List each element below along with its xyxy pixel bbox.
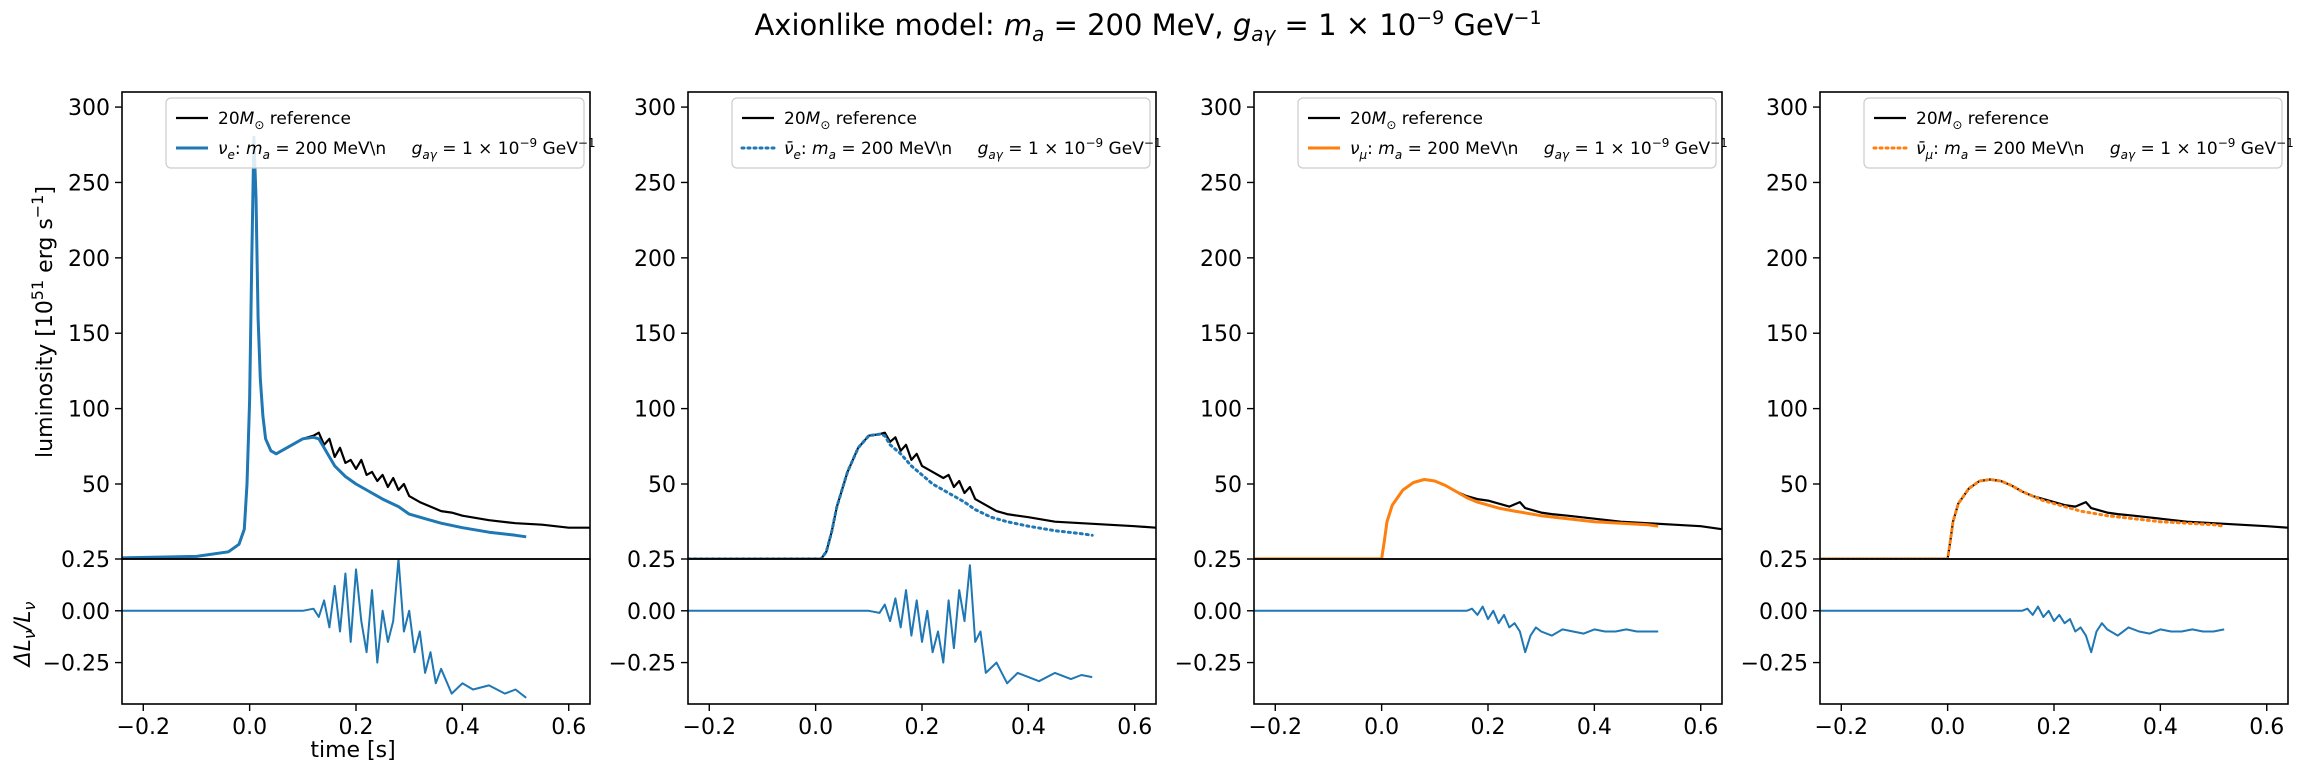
x-tick-label: 0.2 bbox=[1471, 715, 1506, 740]
legend-label-model: ν̄e: ma = 200 MeV\n gaγ = 1 × 10−9 GeV−1 bbox=[784, 136, 1162, 162]
y-tick-label: 150 bbox=[1200, 322, 1242, 347]
y-axis-label-luminosity: luminosity [1051 erg s−1] bbox=[28, 186, 58, 458]
series-line-reference bbox=[688, 431, 1156, 559]
series-line-model bbox=[122, 135, 527, 559]
series-line-reference bbox=[1254, 478, 1722, 559]
x-tick-label: 0.6 bbox=[1117, 715, 1152, 740]
y-tick-label: −0.25 bbox=[609, 652, 676, 677]
x-tick-label: 0.2 bbox=[905, 715, 940, 740]
y-tick-label: 250 bbox=[68, 171, 110, 196]
x-tick-label: −0.2 bbox=[1815, 715, 1868, 740]
y-tick-label: 0.25 bbox=[1193, 548, 1242, 573]
legend: 20M⊙ reference ν̄e: ma = 200 MeV\n gaγ = … bbox=[731, 97, 1162, 169]
legend-label-reference: 20M⊙ reference bbox=[1916, 109, 2049, 132]
residual-line bbox=[688, 564, 1093, 685]
x-tick-label: 0.4 bbox=[1577, 715, 1612, 740]
legend-box bbox=[165, 97, 585, 169]
legend: 20M⊙ reference νμ: ma = 200 MeV\n gaγ = 1… bbox=[1297, 97, 1728, 169]
y-tick-label: 0.00 bbox=[1193, 600, 1242, 625]
figure-title: Axionlike model: ma = 200 MeV, gaγ = 1 ×… bbox=[754, 7, 1541, 46]
y-tick-label: 200 bbox=[1200, 247, 1242, 272]
x-tick-label: 0.6 bbox=[2249, 715, 2284, 740]
x-tick-label: −0.2 bbox=[683, 715, 736, 740]
x-tick-label: 0.0 bbox=[232, 715, 267, 740]
residual-line bbox=[1820, 605, 2225, 654]
x-tick-label: 0.6 bbox=[551, 715, 586, 740]
y-tick-label: 300 bbox=[1200, 96, 1242, 121]
y-tick-label: 50 bbox=[1214, 473, 1242, 498]
legend-box bbox=[1297, 97, 1717, 169]
y-tick-label: −0.25 bbox=[43, 652, 110, 677]
y-tick-label: 0.00 bbox=[61, 600, 110, 625]
legend-label-model: νe: ma = 200 MeV\n gaγ = 1 × 10−9 GeV−1 bbox=[218, 136, 596, 162]
y-axis-label-residual: ΔLν/Lν bbox=[11, 602, 39, 669]
x-tick-label: 0.2 bbox=[2037, 715, 2072, 740]
y-tick-label: −0.25 bbox=[1741, 652, 1808, 677]
x-tick-label: 0.4 bbox=[1011, 715, 1046, 740]
y-tick-label: 200 bbox=[1766, 247, 1808, 272]
y-tick-label: 0.25 bbox=[1759, 548, 1808, 573]
legend-label-reference: 20M⊙ reference bbox=[784, 109, 917, 132]
y-tick-label: 150 bbox=[68, 322, 110, 347]
y-tick-label: 50 bbox=[648, 473, 676, 498]
panel-4: −0.2 0.0 0.2 0.4 0.6 0.25 50 100 150 200 250 300 0.0… bbox=[1741, 91, 2294, 740]
x-tick-label: 0.0 bbox=[1930, 715, 1965, 740]
series-line-model bbox=[1820, 478, 2226, 559]
y-tick-label: 250 bbox=[1766, 171, 1808, 196]
legend-label-reference: 20M⊙ reference bbox=[1350, 109, 1483, 132]
panel-1: −0.2 0.0 0.2 0.4 0.6 0.25 50 100 150 200 250 300 0.0… bbox=[43, 91, 596, 740]
legend-box bbox=[1863, 97, 2283, 169]
y-tick-label: 100 bbox=[1200, 398, 1242, 423]
x-tick-label: −0.2 bbox=[117, 715, 170, 740]
x-tick-label: −0.2 bbox=[1249, 715, 1302, 740]
y-tick-label: 50 bbox=[82, 473, 110, 498]
y-tick-label: 100 bbox=[1766, 398, 1808, 423]
y-tick-label: 300 bbox=[1766, 96, 1808, 121]
x-tick-label: 0.4 bbox=[445, 715, 480, 740]
bottom-axes-frame bbox=[687, 558, 1157, 705]
y-tick-label: 100 bbox=[68, 398, 110, 423]
y-tick-label: 300 bbox=[68, 96, 110, 121]
x-axis-label: time [s] bbox=[310, 738, 395, 763]
legend-label-reference: 20M⊙ reference bbox=[218, 109, 351, 132]
series-line-reference bbox=[122, 136, 590, 559]
y-tick-label: 0.00 bbox=[1759, 600, 1808, 625]
x-tick-label: 0.0 bbox=[1364, 715, 1399, 740]
y-tick-label: 150 bbox=[634, 322, 676, 347]
x-tick-label: 0.4 bbox=[2143, 715, 2178, 740]
legend-label-model: νμ: ma = 200 MeV\n gaγ = 1 × 10−9 GeV−1 bbox=[1350, 136, 1728, 162]
y-tick-label: 0.25 bbox=[627, 548, 676, 573]
legend-box bbox=[731, 97, 1151, 169]
series-line-reference bbox=[1820, 478, 2288, 559]
y-tick-label: 0.00 bbox=[627, 600, 676, 625]
y-tick-label: 150 bbox=[1766, 322, 1808, 347]
y-tick-label: 250 bbox=[1200, 171, 1242, 196]
legend: 20M⊙ reference ν̄μ: ma = 200 MeV\n gaγ = … bbox=[1863, 97, 2294, 169]
panel-2: −0.2 0.0 0.2 0.4 0.6 0.25 50 100 150 200 250 300 0.0… bbox=[609, 91, 1162, 740]
residual-line bbox=[1254, 605, 1659, 654]
y-tick-label: 50 bbox=[1780, 473, 1808, 498]
legend: 20M⊙ reference νe: ma = 200 MeV\n gaγ = 1… bbox=[165, 97, 596, 169]
residual-line bbox=[122, 559, 527, 699]
y-tick-label: 200 bbox=[68, 247, 110, 272]
y-tick-label: 100 bbox=[634, 398, 676, 423]
y-tick-label: 200 bbox=[634, 247, 676, 272]
x-tick-label: 0.6 bbox=[1683, 715, 1718, 740]
legend-label-model: ν̄μ: ma = 200 MeV\n gaγ = 1 × 10−9 GeV−1 bbox=[1916, 136, 2294, 162]
y-tick-label: −0.25 bbox=[1175, 652, 1242, 677]
series-line-model bbox=[1254, 478, 1659, 559]
y-tick-label: 250 bbox=[634, 171, 676, 196]
x-tick-label: 0.0 bbox=[798, 715, 833, 740]
y-tick-label: 300 bbox=[634, 96, 676, 121]
panel-3: −0.2 0.0 0.2 0.4 0.6 0.25 50 100 150 200 250 300 0.0… bbox=[1175, 91, 1728, 740]
series-line-model bbox=[688, 432, 1094, 559]
x-tick-label: 0.2 bbox=[339, 715, 374, 740]
y-tick-label: 0.25 bbox=[61, 548, 110, 573]
